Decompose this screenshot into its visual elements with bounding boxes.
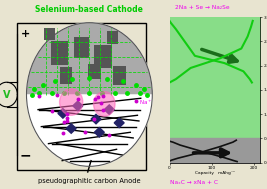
Bar <box>74 37 89 58</box>
Bar <box>88 64 101 79</box>
Bar <box>44 28 56 40</box>
Polygon shape <box>94 128 104 137</box>
Circle shape <box>60 89 83 115</box>
Text: −: − <box>20 148 32 162</box>
Text: +: + <box>21 29 30 39</box>
Bar <box>51 41 68 65</box>
Text: pseudographitic carbon Anode: pseudographitic carbon Anode <box>38 178 141 184</box>
Bar <box>113 66 126 85</box>
Bar <box>93 45 112 68</box>
Text: V: V <box>3 90 10 99</box>
Circle shape <box>93 92 115 116</box>
Bar <box>17 23 146 170</box>
Wedge shape <box>26 23 152 94</box>
Wedge shape <box>26 94 152 166</box>
Polygon shape <box>58 109 68 118</box>
Text: 2Na + Se → Na₂Se: 2Na + Se → Na₂Se <box>175 5 230 10</box>
Polygon shape <box>104 105 114 114</box>
Polygon shape <box>91 114 101 124</box>
Text: NaₓC → xNa + C: NaₓC → xNa + C <box>170 180 218 185</box>
Text: Selenium-based Cathode: Selenium-based Cathode <box>36 5 143 14</box>
Circle shape <box>26 23 152 166</box>
Polygon shape <box>73 101 83 111</box>
Text: Na$^+$: Na$^+$ <box>139 98 152 107</box>
X-axis label: Capacity   mAhg⁻¹: Capacity mAhg⁻¹ <box>195 171 235 175</box>
Bar <box>60 67 72 84</box>
Polygon shape <box>66 124 76 133</box>
Bar <box>107 31 118 44</box>
Polygon shape <box>114 118 124 128</box>
